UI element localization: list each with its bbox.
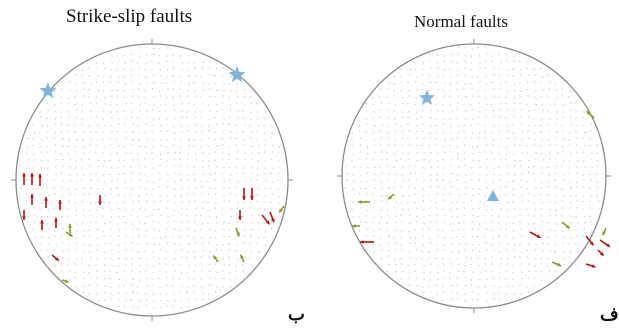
normal-faults-stereonet-panel: Normal faults ف <box>330 0 619 329</box>
stereonet-grid <box>19 46 282 309</box>
arrow-head <box>240 254 244 259</box>
arrow-head <box>54 218 58 222</box>
arrow-head <box>68 224 72 228</box>
arrow-head <box>536 234 541 238</box>
arrow-head <box>64 279 69 283</box>
arrow-head <box>602 231 606 236</box>
arrow-head <box>270 218 275 223</box>
star-marker <box>228 66 246 83</box>
panel-letter: ف <box>600 304 619 324</box>
strike-slip-stereonet-panel: Strike-slip faults ب <box>0 0 309 329</box>
arrow-head <box>213 255 217 260</box>
arrow-head <box>22 173 26 177</box>
arrow-head <box>599 251 604 256</box>
primitive-circle <box>15 43 289 317</box>
arrow-head <box>22 216 26 220</box>
stereonet-plot <box>11 39 293 321</box>
arrow-head <box>586 111 591 115</box>
arrow-head <box>388 195 392 200</box>
star-marker <box>39 82 57 99</box>
arrow-head <box>38 174 42 178</box>
panel-title: Strike-slip faults <box>66 6 193 27</box>
stereonet-grid <box>343 46 601 303</box>
primitive-circle <box>341 43 607 309</box>
star-marker <box>418 89 436 105</box>
arrow-head <box>565 224 570 229</box>
arrow-head <box>360 240 364 244</box>
panel-letter: ب <box>288 304 305 324</box>
arrow-head <box>589 241 594 246</box>
arrow-head <box>352 224 356 228</box>
arrow-head <box>279 208 283 213</box>
arrow-head <box>265 220 270 225</box>
triangle-marker <box>487 190 499 201</box>
arrow-head <box>40 220 44 224</box>
arrow-head <box>242 196 246 200</box>
panel-title: Normal faults <box>414 12 508 31</box>
arrow-head <box>605 243 610 247</box>
arrow-head <box>236 232 240 237</box>
arrow-head <box>68 233 73 237</box>
arrow-head <box>557 262 562 267</box>
arrow-head <box>30 173 34 177</box>
arrow-head <box>250 196 254 200</box>
arrow-head <box>44 197 48 201</box>
arrow-head <box>55 257 59 261</box>
arrow-head <box>98 201 102 205</box>
arrow-head <box>30 194 34 198</box>
stereonet-plot <box>337 39 611 313</box>
arrow-head <box>238 216 242 220</box>
arrow-head <box>591 264 596 268</box>
arrow-head <box>58 200 62 204</box>
arrow-head <box>358 200 362 204</box>
